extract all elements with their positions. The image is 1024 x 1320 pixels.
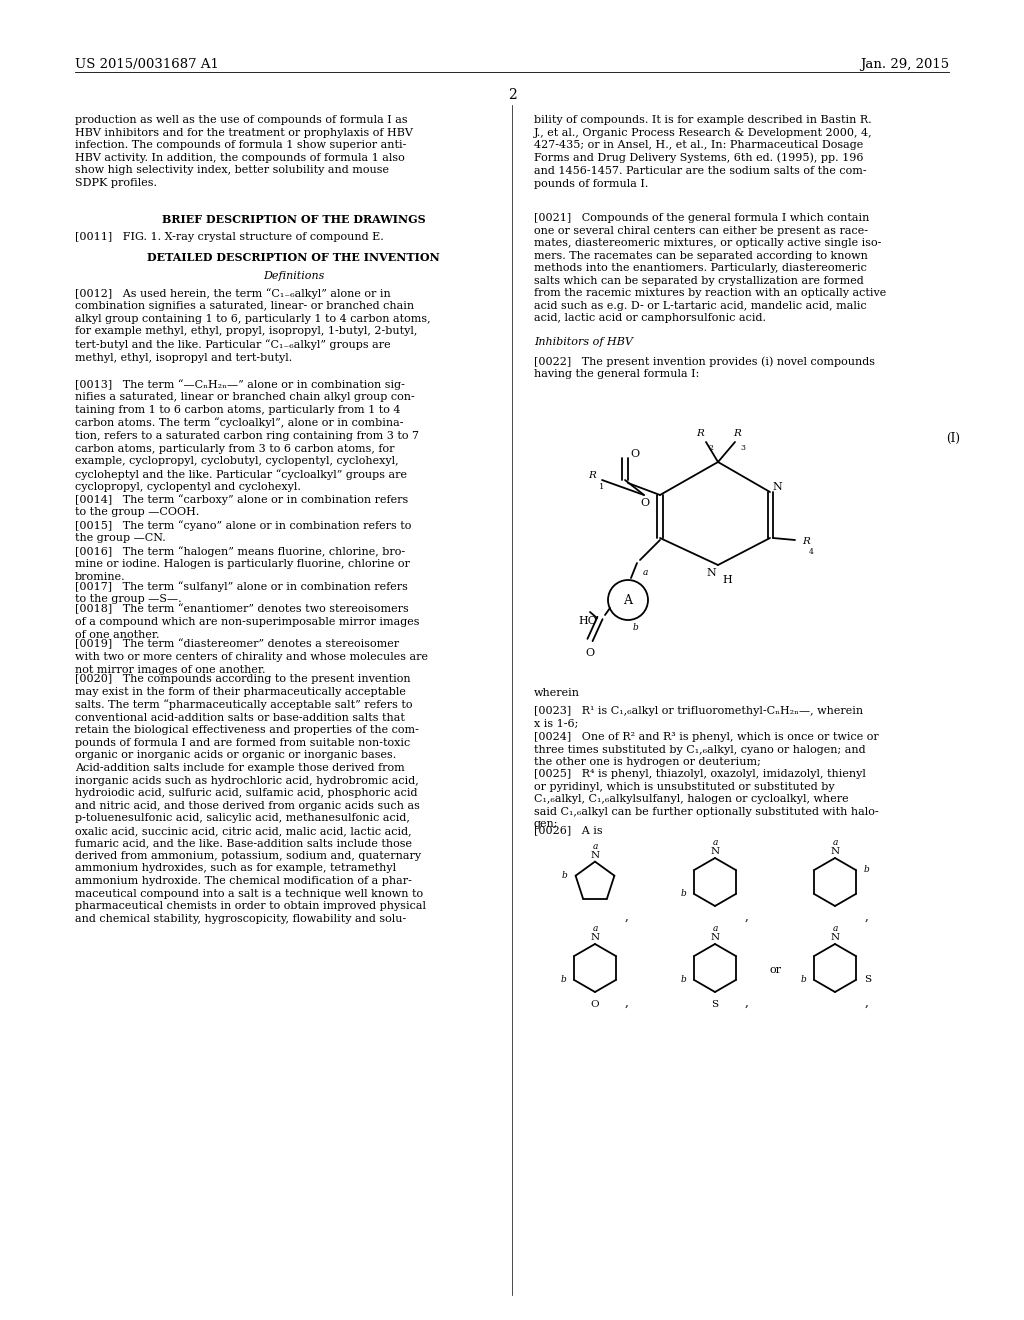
Text: O: O (640, 498, 649, 508)
Text: [0022]   The present invention provides (i) novel compounds
having the general f: [0022] The present invention provides (i… (534, 356, 874, 379)
Text: b: b (801, 975, 806, 985)
Text: ,: , (865, 909, 869, 923)
Text: N: N (711, 933, 720, 942)
Text: a: a (833, 838, 838, 847)
Text: 1: 1 (599, 483, 604, 491)
Text: b: b (681, 975, 686, 985)
Text: or: or (769, 965, 781, 975)
Text: ,: , (625, 997, 629, 1008)
Text: 3: 3 (740, 444, 745, 451)
Text: [0013]   The term “—CₙH₂ₙ—” alone or in combination sig-
nifies a saturated, lin: [0013] The term “—CₙH₂ₙ—” alone or in co… (75, 379, 419, 492)
Text: [0015]   The term “cyano” alone or in combination refers to
the group —CN.: [0015] The term “cyano” alone or in comb… (75, 520, 412, 544)
Text: R: R (802, 537, 810, 546)
Text: O: O (591, 1001, 599, 1008)
Text: [0016]   The term “halogen” means fluorine, chlorine, bro-
mine or iodine. Halog: [0016] The term “halogen” means fluorine… (75, 546, 410, 582)
Text: S: S (712, 1001, 719, 1008)
Text: b: b (562, 871, 567, 880)
Text: [0014]   The term “carboxy” alone or in combination refers
to the group —COOH.: [0014] The term “carboxy” alone or in co… (75, 494, 409, 517)
Text: N: N (772, 482, 781, 492)
Text: ,: , (625, 909, 629, 923)
Text: [0024]   One of R² and R³ is phenyl, which is once or twice or
three times subst: [0024] One of R² and R³ is phenyl, which… (534, 733, 879, 767)
Text: HO: HO (579, 616, 597, 626)
Text: [0025]   R⁴ is phenyl, thiazolyl, oxazolyl, imidazolyl, thienyl
or pyridinyl, wh: [0025] R⁴ is phenyl, thiazolyl, oxazolyl… (534, 770, 879, 829)
Text: R: R (733, 429, 741, 438)
Text: 4: 4 (809, 548, 814, 556)
Text: [0011]   FIG. 1. X-ray crystal structure of compound E.: [0011] FIG. 1. X-ray crystal structure o… (75, 232, 384, 242)
Text: R: R (588, 470, 596, 479)
Text: Definitions: Definitions (263, 271, 325, 281)
Text: [0023]   R¹ is C₁,₆alkyl or trifluoromethyl-CₙH₂ₙ—, wherein
x is 1-6;: [0023] R¹ is C₁,₆alkyl or trifluoromethy… (534, 706, 863, 729)
Text: a: a (713, 924, 718, 933)
Text: 2: 2 (508, 88, 516, 102)
Text: N: N (707, 568, 716, 578)
Text: N: N (830, 847, 840, 855)
Text: A: A (624, 594, 633, 606)
Text: production as well as the use of compounds of formula I as
HBV inhibitors and fo: production as well as the use of compoun… (75, 115, 413, 187)
Text: O: O (586, 648, 595, 657)
Text: (I): (I) (946, 432, 961, 445)
Text: wherein: wherein (534, 688, 580, 698)
Text: ,: , (745, 997, 749, 1008)
Text: [0012]   As used herein, the term “C₁₋₆alkyl” alone or in
combination signifies : [0012] As used herein, the term “C₁₋₆alk… (75, 288, 431, 363)
Text: [0018]   The term “enantiomer” denotes two stereoisomers
of a compound which are: [0018] The term “enantiomer” denotes two… (75, 605, 420, 640)
Text: R: R (696, 429, 705, 438)
Text: b: b (864, 866, 869, 874)
Text: N: N (591, 933, 600, 942)
Text: US 2015/0031687 A1: US 2015/0031687 A1 (75, 58, 219, 71)
Text: 2: 2 (708, 444, 713, 451)
Text: H: H (722, 576, 732, 585)
Text: Inhibitors of HBV: Inhibitors of HBV (534, 337, 633, 347)
Text: b: b (681, 890, 686, 899)
Text: S: S (864, 975, 870, 985)
Text: Jan. 29, 2015: Jan. 29, 2015 (860, 58, 949, 71)
Text: DETAILED DESCRIPTION OF THE INVENTION: DETAILED DESCRIPTION OF THE INVENTION (147, 252, 440, 263)
Text: [0021]   Compounds of the general formula I which contain
one or several chiral : [0021] Compounds of the general formula … (534, 213, 886, 323)
Text: b: b (560, 975, 566, 985)
Text: a: a (643, 568, 648, 577)
Text: bility of compounds. It is for example described in Bastin R.
J., et al., Organi: bility of compounds. It is for example d… (534, 115, 872, 189)
Text: ,: , (865, 997, 869, 1008)
Text: [0020]   The compounds according to the present invention
may exist in the form : [0020] The compounds according to the pr… (75, 675, 426, 924)
Text: [0026]   A is: [0026] A is (534, 825, 603, 836)
Text: b: b (633, 623, 639, 632)
Text: N: N (830, 933, 840, 942)
Text: a: a (592, 842, 598, 850)
Text: N: N (711, 847, 720, 855)
Text: ,: , (745, 909, 749, 923)
Text: N: N (591, 850, 600, 859)
Text: a: a (713, 838, 718, 847)
Text: O: O (630, 449, 639, 459)
Text: [0019]   The term “diastereomer” denotes a stereoisomer
with two or more centers: [0019] The term “diastereomer” denotes a… (75, 639, 428, 675)
Text: BRIEF DESCRIPTION OF THE DRAWINGS: BRIEF DESCRIPTION OF THE DRAWINGS (162, 214, 425, 224)
Text: [0017]   The term “sulfanyl” alone or in combination refers
to the group —S—.: [0017] The term “sulfanyl” alone or in c… (75, 581, 408, 605)
Text: a: a (592, 924, 598, 933)
Text: a: a (833, 924, 838, 933)
